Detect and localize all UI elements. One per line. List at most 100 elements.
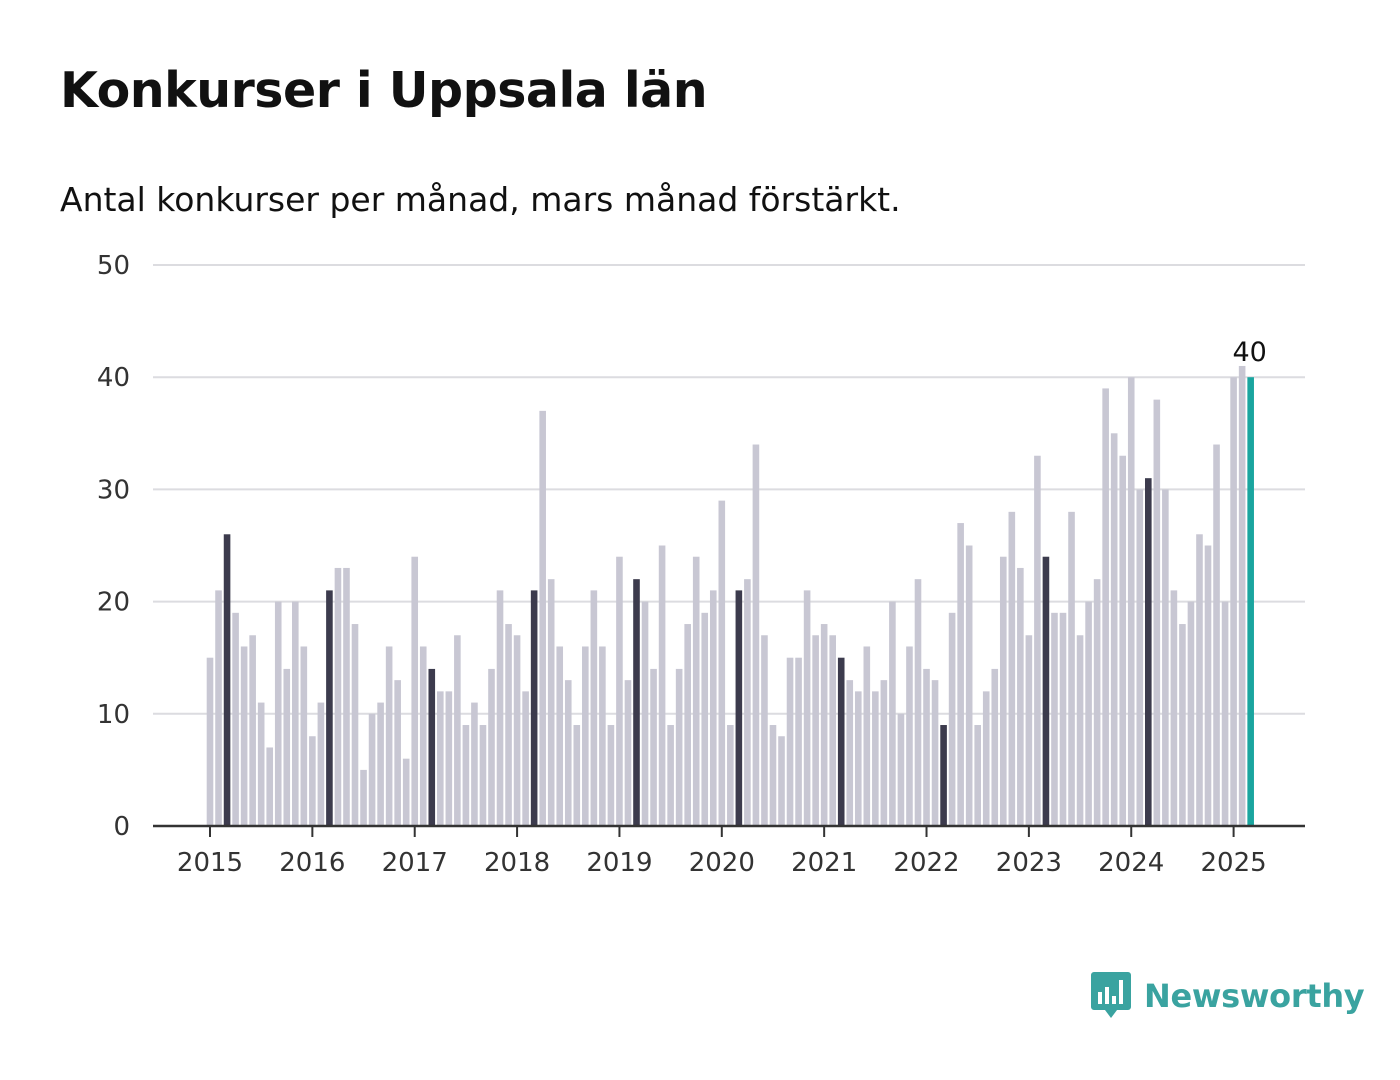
bar [1145, 478, 1152, 826]
bar [1136, 489, 1144, 826]
bar [965, 545, 973, 826]
y-tick-label: 0 [113, 812, 130, 842]
bar [880, 680, 888, 826]
bar [616, 556, 623, 826]
bar [257, 702, 265, 826]
bar [385, 646, 393, 826]
y-tick-label: 50 [97, 251, 130, 281]
bar [1119, 455, 1127, 826]
bar [394, 680, 401, 826]
bar [274, 601, 282, 826]
bar [343, 567, 350, 826]
bar [1247, 377, 1254, 826]
bar [940, 725, 947, 826]
bar [1221, 601, 1229, 826]
x-tick-label: 2016 [279, 848, 345, 878]
bar [1127, 377, 1135, 826]
bar [684, 624, 691, 826]
bar [1162, 489, 1169, 826]
bar [948, 612, 956, 826]
bar [1025, 635, 1033, 826]
bar [334, 567, 342, 826]
bar [283, 668, 291, 826]
bar [513, 635, 521, 826]
y-tick-label: 40 [97, 363, 130, 393]
bar [607, 725, 615, 826]
bar [590, 590, 598, 826]
bar [1110, 433, 1118, 826]
bar [923, 668, 930, 826]
last-value-label: 40 [1232, 337, 1266, 368]
bar [1102, 388, 1109, 826]
chart-title: Konkurser i Uppsala län [60, 62, 708, 119]
bar [641, 601, 649, 826]
bar [564, 680, 572, 826]
bar [957, 523, 964, 826]
bar [300, 646, 308, 826]
bar [368, 713, 376, 826]
bar [223, 534, 231, 826]
bar [991, 668, 999, 826]
bar [445, 691, 453, 826]
x-tick-label: 2015 [177, 848, 243, 878]
bar [215, 590, 222, 826]
bar [377, 702, 384, 826]
bar [360, 769, 367, 826]
bar [419, 646, 427, 826]
bar [1238, 365, 1246, 826]
x-tick-label: 2019 [586, 848, 652, 878]
bar [735, 590, 743, 826]
bar [530, 590, 538, 826]
x-tick-label: 2025 [1201, 848, 1267, 878]
bar [206, 657, 214, 826]
bar [292, 601, 299, 826]
x-tick-label: 2017 [382, 848, 448, 878]
bar [889, 601, 896, 826]
bar [906, 646, 913, 826]
bar [761, 635, 768, 826]
bar [846, 680, 854, 826]
bar [428, 668, 436, 826]
bar [479, 725, 487, 826]
bar [701, 612, 709, 826]
bar [829, 635, 836, 826]
bar [1196, 534, 1203, 826]
bar [812, 635, 819, 826]
bar [999, 556, 1007, 826]
bar [1093, 579, 1101, 826]
bar [556, 646, 564, 826]
bar [522, 691, 529, 826]
bar [795, 657, 802, 826]
bar [1153, 399, 1161, 826]
x-tick-label: 2024 [1098, 848, 1164, 878]
bar [650, 668, 657, 826]
bar [854, 691, 862, 826]
bar [974, 725, 981, 826]
bar [317, 702, 325, 826]
bar [496, 590, 504, 826]
bar [931, 680, 939, 826]
bar [249, 635, 256, 826]
bar [232, 612, 239, 826]
brand: Newsworthy [1090, 970, 1365, 1022]
bar [266, 747, 274, 826]
bar [820, 624, 828, 826]
bar [437, 691, 444, 826]
x-tick-label: 2021 [791, 848, 857, 878]
bar [897, 713, 905, 826]
bar [1008, 511, 1016, 826]
bar [547, 579, 555, 826]
brand-name: Newsworthy [1144, 977, 1365, 1015]
x-tick-label: 2022 [893, 848, 959, 878]
bar [1230, 377, 1237, 826]
bar [1187, 601, 1195, 826]
bar [982, 691, 990, 826]
bar [667, 725, 674, 826]
bar [411, 556, 419, 826]
bar [454, 635, 461, 826]
bar [351, 624, 359, 826]
bar [718, 500, 726, 826]
bar [863, 646, 871, 826]
bar [582, 646, 589, 826]
bar [744, 579, 751, 826]
